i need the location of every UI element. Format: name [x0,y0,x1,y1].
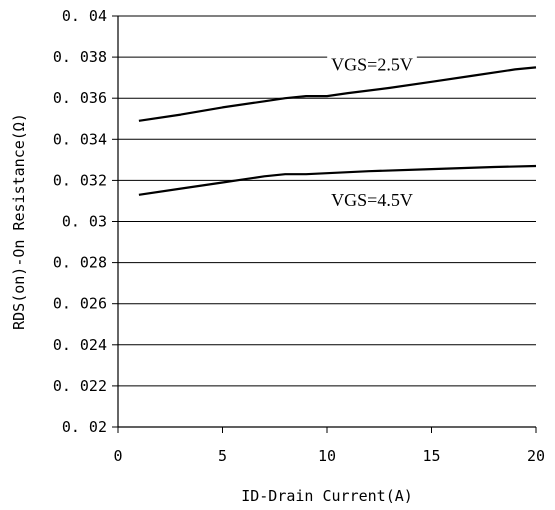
y-axis-title: RDS(on)-On Resistance(Ω) [10,113,28,330]
series-annotation-1: VGS=2.5V [331,54,413,74]
x-tick-label: 20 [527,447,545,465]
y-tick-label: 0. 02 [62,418,107,436]
x-tick-label: 15 [422,447,440,465]
annotation-bg [327,189,417,212]
series-annotation-2: VGS=4.5V [331,190,413,210]
y-tick-label: 0. 026 [53,295,107,313]
y-tick-label: 0. 024 [53,336,107,354]
x-axis-title: ID-Drain Current(A) [241,487,413,505]
x-tick-label: 5 [218,447,227,465]
y-tick-label: 0. 038 [53,48,107,66]
y-tick-label: 0. 036 [53,89,107,107]
y-tick-label: 0. 034 [53,130,107,148]
x-tick-label: 10 [318,447,336,465]
annotation-bg [327,53,417,76]
axes [112,15,537,433]
y-tick-label: 0. 028 [53,254,107,272]
x-tick-label: 0 [113,447,122,465]
gridlines [118,15,536,387]
series-line-2 [138,164,537,196]
y-tick-label: 0. 04 [62,7,107,25]
series-lines [138,66,537,196]
tick-labels: 0. 02 0. 022 0. 024 0. 026 0. 028 0. 03 0. 032… [53,7,545,465]
y-tick-label: 0. 022 [53,377,107,395]
series-line-1 [138,66,537,122]
y-tick-label: 0. 03 [62,213,107,231]
y-tick-label: 0. 032 [53,171,107,189]
annotations: VGS=2.5V VGS=4.5V [327,53,417,212]
